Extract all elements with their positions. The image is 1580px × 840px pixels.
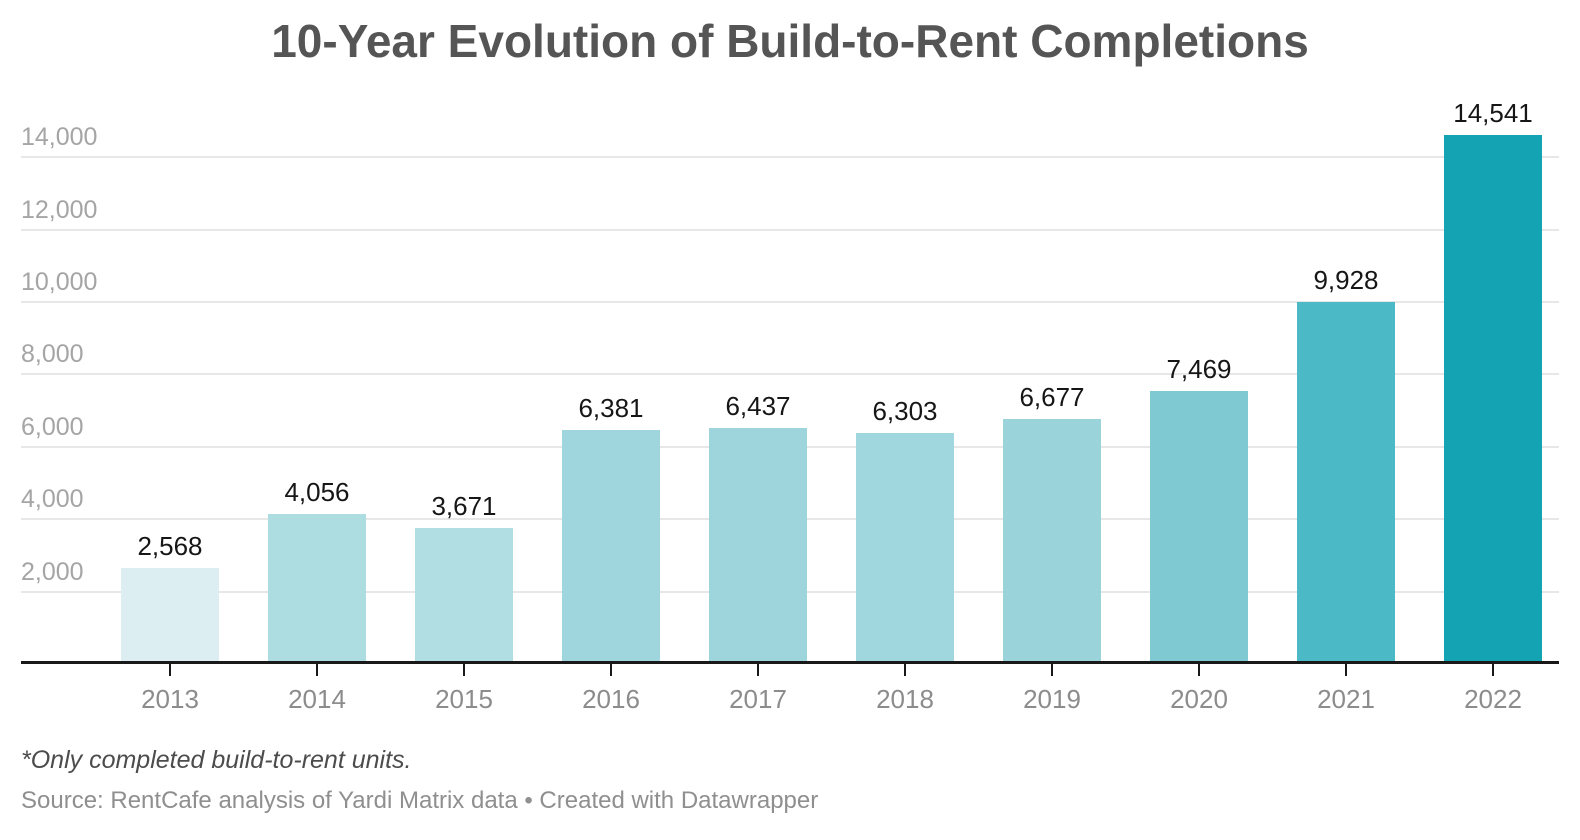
x-axis-tick bbox=[757, 664, 759, 676]
bar-value-label: 4,056 bbox=[284, 477, 350, 508]
x-axis-label: 2016 bbox=[582, 684, 640, 714]
bar-2014 bbox=[268, 514, 366, 661]
x-axis-tick bbox=[1198, 664, 1200, 676]
chart-title: 10-Year Evolution of Build-to-Rent Compl… bbox=[271, 15, 1309, 67]
x-axis-tick bbox=[169, 664, 171, 676]
x-axis-tick bbox=[316, 664, 318, 676]
y-axis-label: 14,000 bbox=[21, 123, 98, 152]
bar-value-label: 2,568 bbox=[137, 531, 203, 562]
x-axis-label: 2022 bbox=[1464, 684, 1522, 714]
x-axis-label: 2019 bbox=[1023, 684, 1081, 714]
bar-value-label: 6,303 bbox=[872, 395, 938, 426]
bar-value-label: 3,671 bbox=[431, 491, 497, 522]
y-axis-label: 12,000 bbox=[21, 195, 98, 224]
bar-value-label: 6,677 bbox=[1019, 382, 1085, 413]
x-axis-label: 2020 bbox=[1170, 684, 1228, 714]
bar-2018 bbox=[856, 432, 954, 661]
gridline bbox=[21, 373, 1559, 376]
x-axis-tick bbox=[904, 664, 906, 676]
x-axis-label: 2021 bbox=[1317, 684, 1375, 714]
x-axis-label: 2018 bbox=[876, 684, 934, 714]
bar-2016 bbox=[562, 430, 660, 661]
y-axis-label: 8,000 bbox=[21, 340, 84, 369]
bar-value-label: 14,541 bbox=[1453, 97, 1533, 128]
y-axis-label: 10,000 bbox=[21, 268, 98, 296]
bar-2013 bbox=[121, 568, 219, 661]
gridline bbox=[21, 156, 1559, 159]
y-axis-label: 2,000 bbox=[21, 557, 84, 586]
y-axis-label: 4,000 bbox=[21, 485, 84, 514]
bar-2017 bbox=[709, 427, 807, 661]
gridline bbox=[21, 228, 1559, 231]
bar-2019 bbox=[1003, 419, 1101, 661]
bar-2020 bbox=[1150, 390, 1248, 661]
bar-2015 bbox=[415, 528, 513, 661]
x-axis-label: 2017 bbox=[729, 684, 787, 714]
x-axis-tick bbox=[610, 664, 612, 676]
bar-value-label: 6,381 bbox=[578, 393, 644, 423]
x-axis-label: 2014 bbox=[288, 684, 346, 714]
x-axis-label: 2015 bbox=[435, 684, 493, 714]
x-axis-tick bbox=[463, 664, 465, 676]
x-axis-tick bbox=[1051, 664, 1053, 676]
x-axis-line bbox=[21, 661, 1559, 664]
bar-value-label: 9,928 bbox=[1313, 264, 1379, 295]
x-axis-tick bbox=[1345, 664, 1347, 676]
bar-value-label: 7,469 bbox=[1166, 353, 1232, 384]
bar-value-label: 6,437 bbox=[725, 390, 791, 421]
x-axis-tick bbox=[1492, 664, 1494, 676]
gridline bbox=[21, 301, 1559, 303]
y-axis-label: 6,000 bbox=[21, 412, 84, 441]
chart-source-line: Source: RentCafe analysis of Yardi Matri… bbox=[21, 787, 819, 814]
x-axis-label: 2013 bbox=[141, 684, 199, 714]
bar-2021 bbox=[1297, 301, 1395, 661]
bar-2022 bbox=[1444, 134, 1542, 661]
chart-footnote: *Only completed build-to-rent units. bbox=[21, 746, 412, 774]
